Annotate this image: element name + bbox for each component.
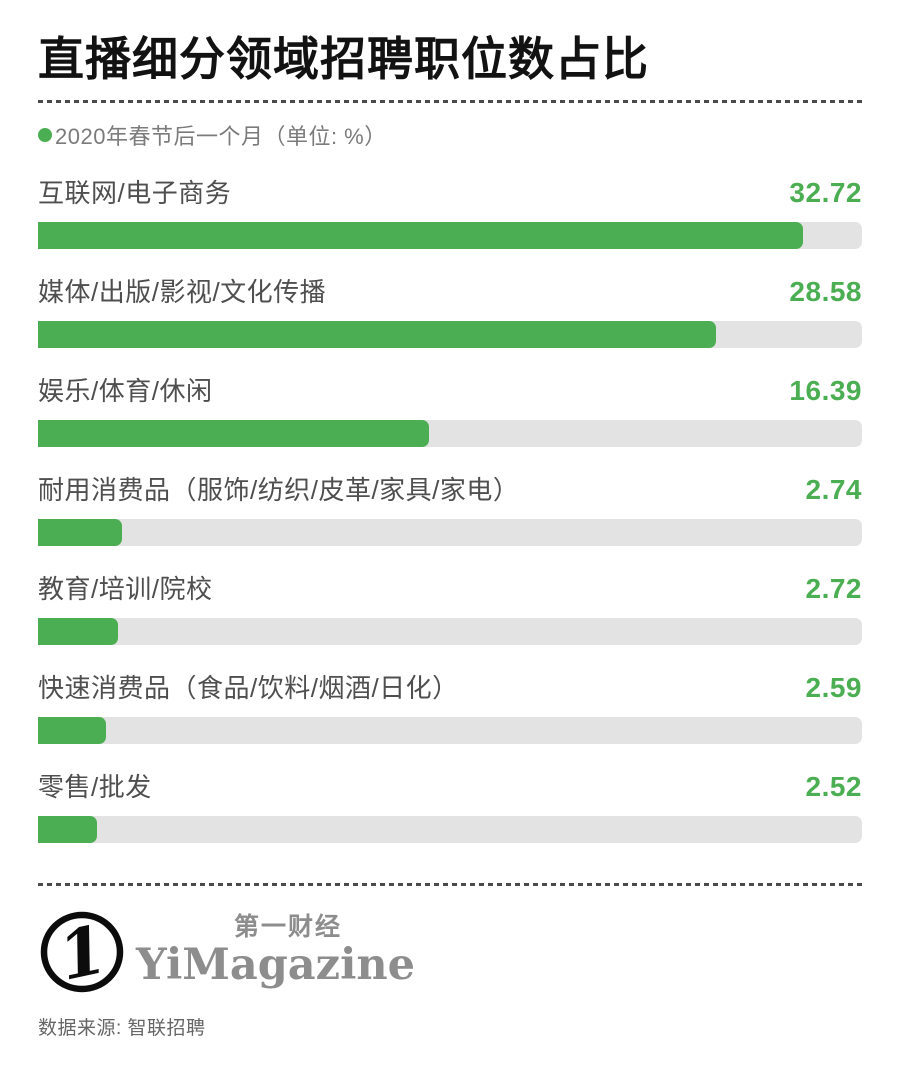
bar-fill	[38, 420, 429, 448]
bar-track	[38, 717, 862, 745]
chart-legend: 2020年春节后一个月（单位: %）	[38, 120, 862, 150]
bar-row: 媒体/出版/影视/文化传播 28.58	[38, 276, 862, 349]
page-title: 直播细分领域招聘职位数占比	[38, 33, 649, 85]
bar-row-head: 教育/培训/院校 2.72	[38, 573, 862, 605]
bar-row: 零售/批发 2.52	[38, 771, 862, 844]
bar-value: 16.39	[789, 375, 862, 407]
bar-category-label: 教育/培训/院校	[38, 574, 213, 605]
bar-row-head: 媒体/出版/影视/文化传播 28.58	[38, 276, 862, 308]
bar-row: 互联网/电子商务 32.72	[38, 177, 862, 250]
bar-value: 2.52	[805, 771, 862, 803]
bar-fill	[38, 717, 107, 745]
bar-category-label: 快速消费品（食品/饮料/烟酒/日化）	[38, 673, 459, 704]
legend-dot-icon	[38, 128, 52, 143]
bar-category-label: 媒体/出版/影视/文化传播	[38, 277, 327, 308]
bottom-divider	[38, 883, 862, 887]
bar-value: 2.59	[805, 672, 862, 704]
bar-row-head: 零售/批发 2.52	[38, 771, 862, 803]
yicai-circle-one-icon: 1	[40, 910, 124, 996]
brand-name-cn: 第一财经	[234, 913, 343, 942]
bar-fill	[38, 816, 98, 844]
bar-value: 2.72	[805, 573, 862, 605]
legend-label: 2020年春节后一个月（单位: %）	[55, 124, 387, 150]
bar-value: 32.72	[789, 177, 862, 209]
brand-name-en: YiMagazine	[136, 939, 416, 990]
bar-fill	[38, 618, 118, 646]
bar-category-label: 耐用消费品（服饰/纺织/皮革/家具/家电）	[38, 475, 520, 506]
bar-category-label: 互联网/电子商务	[38, 178, 232, 209]
bar-category-label: 零售/批发	[38, 772, 152, 803]
bar-track	[38, 222, 862, 250]
bar-row: 耐用消费品（服饰/纺织/皮革/家具/家电） 2.74	[38, 474, 862, 547]
bar-track	[38, 321, 862, 349]
bar-row: 快速消费品（食品/饮料/烟酒/日化） 2.59	[38, 672, 862, 745]
bar-track	[38, 618, 862, 646]
bar-track	[38, 420, 862, 448]
bar-row-head: 互联网/电子商务 32.72	[38, 177, 862, 209]
bar-track	[38, 816, 862, 844]
bar-value: 28.58	[789, 276, 862, 308]
bar-fill	[38, 321, 717, 349]
bar-fill	[38, 519, 123, 547]
bar-track	[38, 519, 862, 547]
bar-category-label: 娱乐/体育/休闲	[38, 376, 213, 407]
bar-row-head: 娱乐/体育/休闲 16.39	[38, 375, 862, 407]
brand-text-block: 第一财经 YiMagazine	[136, 912, 415, 988]
bar-value: 2.74	[805, 474, 862, 506]
bar-rows: 互联网/电子商务 32.72 媒体/出版/影视/文化传播 28.58 娱乐/体育/休闲 1…	[38, 177, 862, 844]
bar-fill	[38, 222, 803, 250]
bar-row-head: 耐用消费品（服饰/纺织/皮革/家具/家电） 2.74	[38, 474, 862, 506]
publisher-logo: 1 第一财经 YiMagazine	[38, 910, 862, 998]
bar-row: 教育/培训/院校 2.72	[38, 573, 862, 646]
bar-row-head: 快速消费品（食品/饮料/烟酒/日化） 2.59	[38, 672, 862, 704]
bar-row: 娱乐/体育/休闲 16.39	[38, 375, 862, 448]
data-source: 数据来源: 智联招聘	[38, 1018, 206, 1040]
top-divider	[38, 100, 862, 104]
